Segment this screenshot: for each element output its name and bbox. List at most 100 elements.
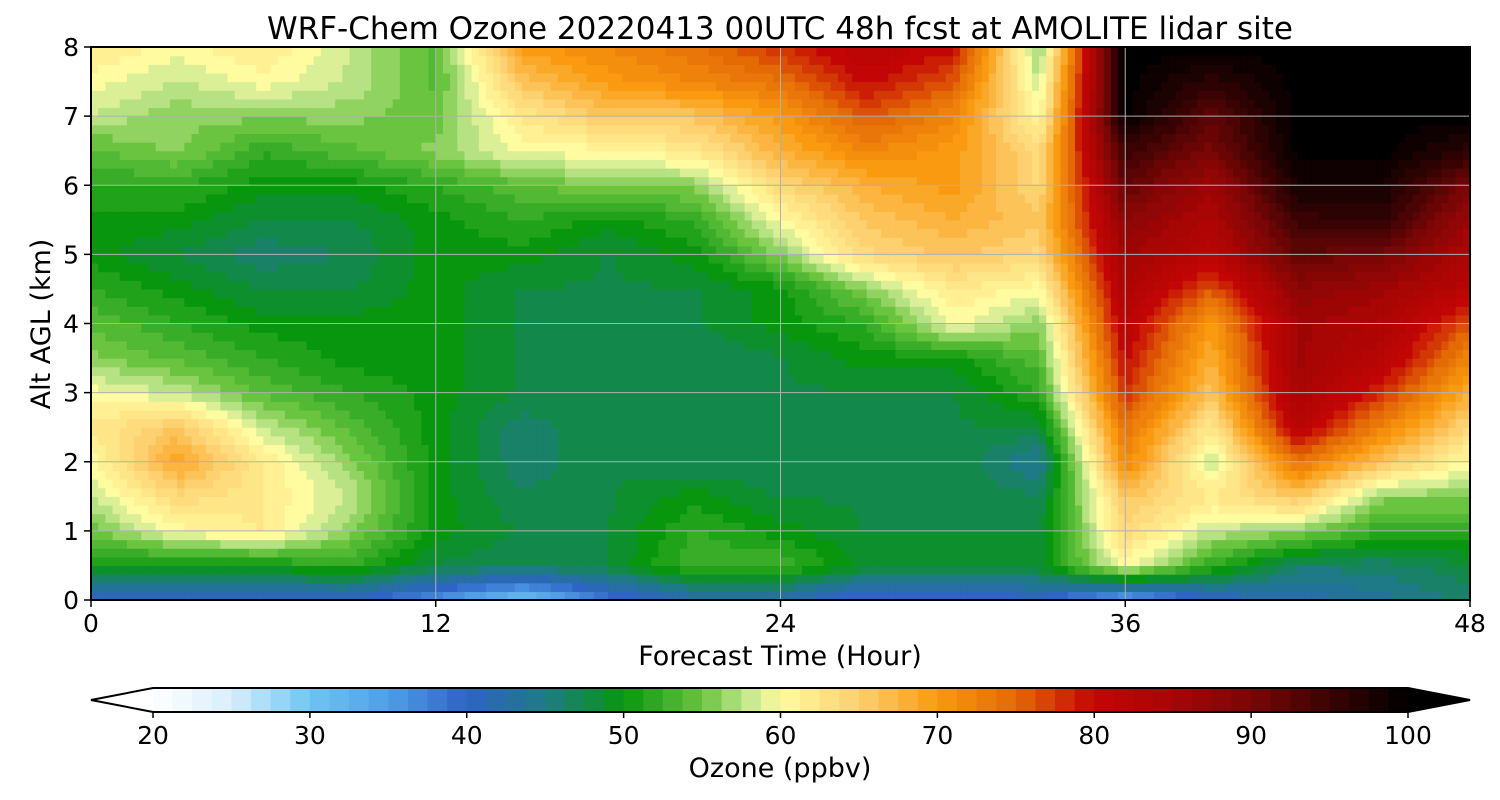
- heatmap-cell: [521, 548, 530, 558]
- heatmap-cell: [407, 556, 415, 567]
- heatmap-cell: [500, 522, 509, 532]
- heatmap-cell: [1247, 409, 1256, 420]
- heatmap-cell: [708, 504, 717, 515]
- heatmap-cell: [600, 470, 609, 480]
- heatmap-cell: [701, 435, 710, 446]
- heatmap-cell: [744, 409, 753, 420]
- heatmap-cell: [1175, 453, 1184, 463]
- heatmap-cell: [557, 453, 566, 463]
- heatmap-cell: [565, 565, 573, 575]
- heatmap-cell: [1067, 548, 1076, 558]
- heatmap-cell: [478, 556, 487, 567]
- heatmap-cell: [723, 487, 731, 497]
- heatmap-cell: [924, 418, 932, 428]
- heatmap-cell: [579, 548, 588, 558]
- heatmap-cell: [1189, 444, 1198, 454]
- heatmap-cell: [1290, 556, 1299, 567]
- heatmap-cell: [579, 392, 588, 402]
- heatmap-cell: [845, 375, 853, 385]
- heatmap-cell: [356, 470, 365, 480]
- heatmap-cell: [593, 548, 602, 558]
- heatmap-cell: [521, 496, 530, 506]
- heatmap-cell: [1261, 479, 1270, 489]
- heatmap-cell: [873, 435, 882, 446]
- heatmap-cell: [694, 513, 703, 523]
- heatmap-cell: [320, 427, 329, 437]
- heatmap-cell: [960, 582, 968, 592]
- heatmap-cell: [277, 383, 286, 394]
- heatmap-cell: [1010, 504, 1019, 515]
- heatmap-cell: [823, 530, 832, 541]
- heatmap-cell: [909, 582, 918, 592]
- heatmap-cell: [1103, 496, 1112, 506]
- heatmap-cell: [629, 539, 638, 549]
- heatmap-cell: [1118, 435, 1126, 446]
- heatmap-cell: [967, 427, 976, 437]
- heatmap-cell: [924, 409, 932, 420]
- heatmap-cell: [134, 513, 142, 523]
- heatmap-cell: [1434, 479, 1442, 489]
- heatmap-cell: [1340, 461, 1349, 471]
- heatmap-cell: [1254, 453, 1263, 463]
- heatmap-cell: [1376, 487, 1385, 497]
- heatmap-cell: [952, 513, 961, 523]
- heatmap-cell: [809, 504, 818, 515]
- heatmap-cell: [292, 496, 300, 506]
- heatmap-cell: [1046, 383, 1055, 394]
- heatmap-cell: [1232, 427, 1241, 437]
- heatmap-cell: [177, 444, 185, 454]
- heatmap-cell: [184, 582, 193, 592]
- heatmap-cell: [1067, 530, 1076, 541]
- heatmap-cell: [701, 479, 710, 489]
- heatmap-cell: [155, 435, 164, 446]
- heatmap-cell: [737, 444, 746, 454]
- heatmap-cell: [457, 479, 466, 489]
- heatmap-cell: [464, 591, 473, 600]
- heatmap-cell: [256, 401, 264, 411]
- heatmap-cell: [902, 427, 911, 437]
- heatmap-cell: [1204, 383, 1213, 394]
- heatmap-cell: [1254, 487, 1263, 497]
- heatmap-cell: [1290, 479, 1299, 489]
- heatmap-cell: [809, 591, 818, 600]
- heatmap-cell: [629, 383, 638, 394]
- heatmap-cell: [1010, 556, 1019, 567]
- heatmap-cell: [112, 470, 121, 480]
- heatmap-cell: [450, 435, 458, 446]
- heatmap-cell: [299, 556, 308, 567]
- heatmap-cell: [916, 427, 925, 437]
- heatmap-cell: [608, 444, 616, 454]
- heatmap-cell: [407, 418, 415, 428]
- heatmap-cell: [679, 435, 688, 446]
- heatmap-cell: [263, 409, 272, 420]
- heatmap-cell: [256, 530, 264, 541]
- heatmap-cell: [679, 453, 688, 463]
- heatmap-cell: [170, 556, 178, 567]
- heatmap-cell: [198, 479, 207, 489]
- heatmap-cell: [428, 548, 437, 558]
- heatmap-cell: [407, 461, 415, 471]
- heatmap-cell: [1211, 548, 1220, 558]
- heatmap-cell: [126, 383, 135, 394]
- heatmap-cell: [155, 401, 164, 411]
- heatmap-cell: [593, 392, 602, 402]
- heatmap-cell: [1017, 487, 1026, 497]
- heatmap-cell: [1074, 383, 1083, 394]
- heatmap-cell: [557, 513, 566, 523]
- heatmap-cell: [1053, 574, 1062, 584]
- heatmap-cell: [1326, 375, 1335, 385]
- heatmap-cell: [1441, 392, 1450, 402]
- heatmap-cell: [787, 530, 796, 541]
- heatmap-cell: [773, 461, 782, 471]
- heatmap-cell: [708, 539, 717, 549]
- heatmap-cell: [141, 401, 150, 411]
- heatmap-cell: [363, 435, 372, 446]
- heatmap-cell: [701, 539, 710, 549]
- heatmap-cell: [306, 435, 315, 446]
- heatmap-cell: [852, 530, 861, 541]
- heatmap-cell: [1290, 487, 1299, 497]
- heatmap-cell: [378, 530, 387, 541]
- heatmap-cell: [1412, 401, 1421, 411]
- heatmap-cell: [1039, 548, 1047, 558]
- heatmap-cell: [636, 427, 645, 437]
